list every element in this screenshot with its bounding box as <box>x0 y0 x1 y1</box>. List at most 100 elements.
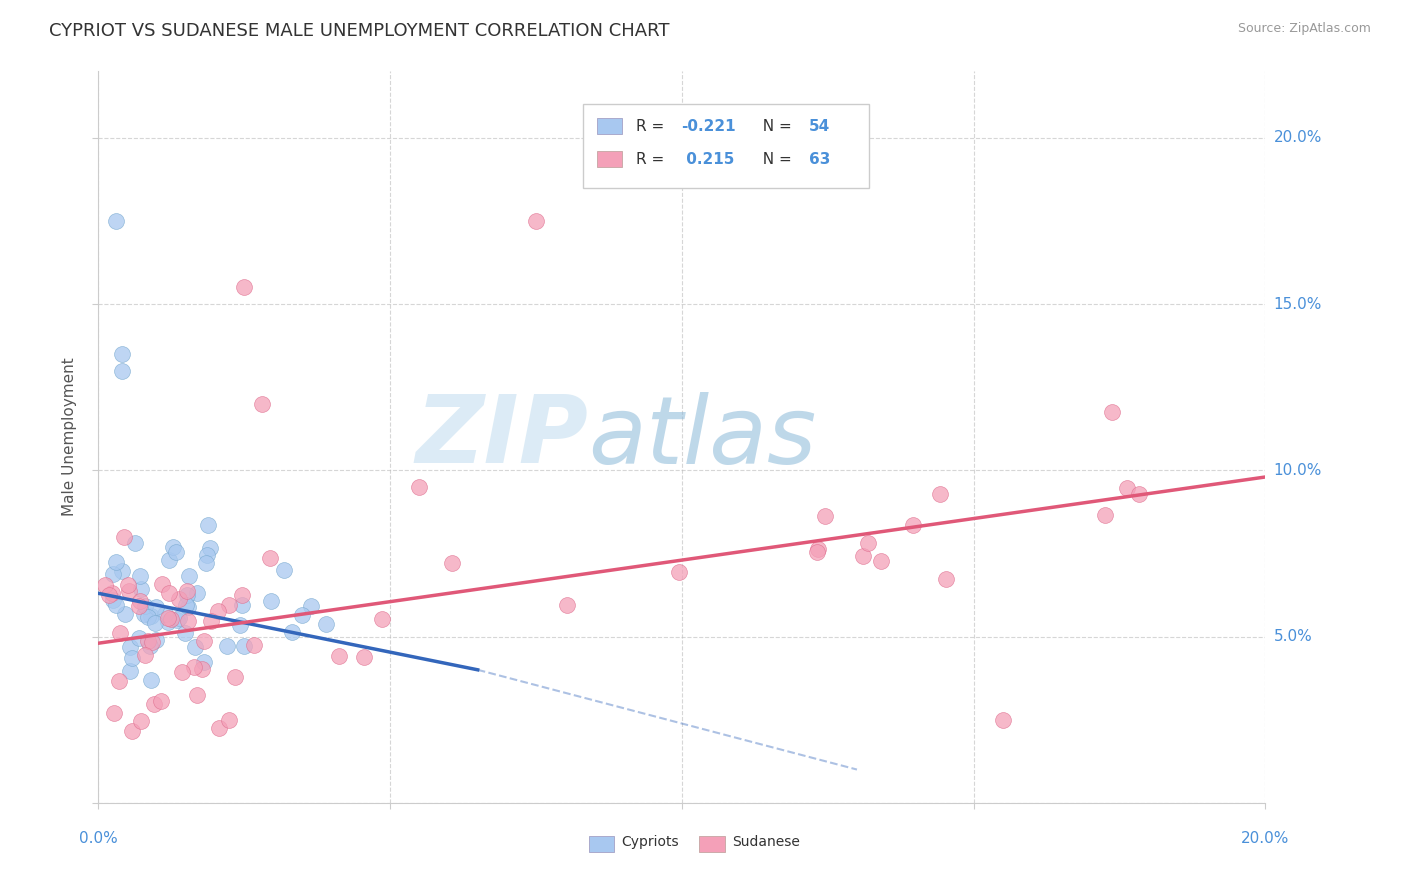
Point <box>217 639 239 653</box>
Point <box>120 640 142 654</box>
Point <box>174 598 197 612</box>
Point <box>191 662 214 676</box>
Point <box>291 607 314 622</box>
Point <box>224 670 246 684</box>
Point <box>929 486 952 500</box>
Point <box>103 706 125 720</box>
Point <box>131 582 153 596</box>
Point <box>233 280 256 294</box>
Text: ZIP: ZIP <box>416 391 589 483</box>
Text: -0.221: -0.221 <box>681 119 735 134</box>
Point <box>668 565 690 579</box>
Point <box>128 599 150 613</box>
Point <box>145 600 167 615</box>
Point <box>218 713 240 727</box>
Point <box>118 664 141 678</box>
Point <box>218 599 240 613</box>
FancyBboxPatch shape <box>596 151 623 167</box>
Point <box>231 599 253 613</box>
Point <box>177 614 200 628</box>
Point <box>145 633 167 648</box>
Point <box>193 655 215 669</box>
Point <box>129 594 152 608</box>
Point <box>104 214 127 228</box>
Point <box>315 616 337 631</box>
Point <box>101 567 124 582</box>
Point <box>111 347 134 361</box>
Point <box>129 568 152 582</box>
FancyBboxPatch shape <box>699 836 725 852</box>
Point <box>806 545 828 559</box>
Text: 20.0%: 20.0% <box>1241 830 1289 846</box>
Point <box>139 639 162 653</box>
Point <box>870 554 893 568</box>
Point <box>170 665 193 679</box>
Point <box>114 607 136 621</box>
Point <box>273 563 295 577</box>
Point <box>108 625 131 640</box>
Point <box>143 616 166 631</box>
Point <box>193 634 215 648</box>
Point <box>118 584 141 599</box>
Point <box>1128 487 1150 501</box>
Text: N =: N = <box>754 119 797 134</box>
Point <box>440 557 463 571</box>
Text: R =: R = <box>637 119 669 134</box>
Point <box>1101 405 1123 419</box>
Point <box>111 565 134 579</box>
Point <box>169 591 191 606</box>
Point <box>250 397 273 411</box>
Point <box>150 694 173 708</box>
Text: Sudanese: Sudanese <box>733 835 800 849</box>
Point <box>260 593 283 607</box>
Point <box>101 586 124 600</box>
Point <box>197 518 219 533</box>
Text: Source: ZipAtlas.com: Source: ZipAtlas.com <box>1237 22 1371 36</box>
Text: N =: N = <box>754 152 797 167</box>
Point <box>141 635 163 649</box>
Text: 63: 63 <box>808 152 831 167</box>
Point <box>132 607 155 622</box>
Point <box>852 549 875 564</box>
Point <box>184 640 207 655</box>
Point <box>524 214 547 228</box>
Point <box>117 578 139 592</box>
Point <box>807 542 830 557</box>
Point <box>103 593 125 607</box>
Point <box>1116 481 1139 495</box>
Point <box>207 722 229 736</box>
Point <box>141 608 163 623</box>
Point <box>207 604 229 618</box>
Point <box>328 648 350 663</box>
Point <box>176 589 198 603</box>
Text: 15.0%: 15.0% <box>1274 297 1322 311</box>
Text: 5.0%: 5.0% <box>1274 629 1312 644</box>
Point <box>121 650 143 665</box>
Text: Cypriots: Cypriots <box>621 835 679 849</box>
Point <box>111 363 134 377</box>
Point <box>200 615 222 629</box>
Point <box>160 612 183 626</box>
Point <box>177 568 200 582</box>
Point <box>195 549 218 563</box>
Point <box>200 541 222 555</box>
Point <box>150 576 173 591</box>
Point <box>176 584 198 599</box>
Point <box>176 599 198 614</box>
Point <box>94 578 117 592</box>
Text: 0.0%: 0.0% <box>79 830 118 846</box>
Text: 54: 54 <box>808 119 831 134</box>
Point <box>165 545 187 559</box>
Point <box>232 639 254 653</box>
Text: R =: R = <box>637 152 669 167</box>
Point <box>299 599 322 614</box>
Point <box>155 607 177 622</box>
Point <box>408 480 430 494</box>
Point <box>128 632 150 646</box>
Point <box>157 585 180 599</box>
Point <box>156 611 179 625</box>
Point <box>166 613 188 627</box>
Point <box>136 610 159 624</box>
Point <box>105 598 128 612</box>
Point <box>231 588 253 602</box>
